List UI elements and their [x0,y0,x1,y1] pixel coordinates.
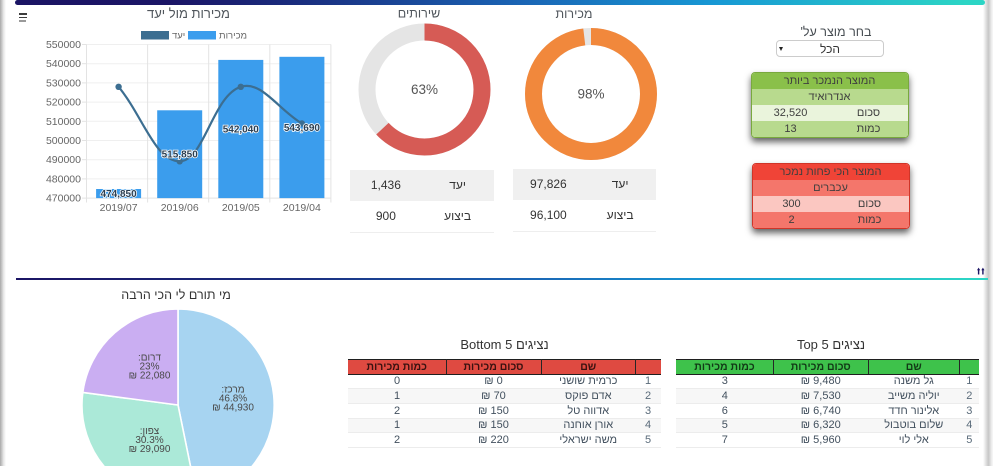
svg-text:530000: 530000 [46,77,81,89]
svg-text:490000: 490000 [46,154,81,166]
svg-text:מכירות: מכירות [219,31,247,42]
svg-text:520000: 520000 [46,97,81,109]
svg-text:2019/05: 2019/05 [222,202,260,214]
svg-text:₪ 29,090: ₪ 29,090 [129,444,171,455]
svg-text:474,850: 474,850 [101,189,138,200]
svg-text:2019/04: 2019/04 [283,202,321,214]
svg-text:2019/07: 2019/07 [100,202,138,214]
svg-text:542,040: 542,040 [223,125,260,136]
svg-text:₪ 44,930: ₪ 44,930 [212,403,254,414]
svg-text:שירותים: שירותים [398,7,440,21]
svg-text:550000: 550000 [46,39,81,51]
svg-text:23%: 23% [139,362,159,373]
svg-text:515,850: 515,850 [162,150,199,161]
svg-text:543,690: 543,690 [284,123,321,134]
svg-text::מרכז: :מרכז [221,385,244,396]
svg-text:540000: 540000 [46,58,81,70]
svg-text:30.3%: 30.3% [135,435,163,446]
svg-text:יעד: יעד [172,31,185,42]
svg-text::צפון: :צפון [140,426,160,437]
svg-text:63%: 63% [411,82,438,97]
svg-text::דרום: :דרום [138,353,162,364]
svg-text:₪ 22,080: ₪ 22,080 [129,371,171,382]
svg-text:510000: 510000 [46,116,81,128]
svg-text:98%: 98% [577,87,604,102]
svg-text:46.8%: 46.8% [219,394,247,405]
svg-text:מכירות: מכירות [556,7,593,21]
svg-text:מכירות מול יעד: מכירות מול יעד [147,6,230,21]
svg-text:470000: 470000 [46,193,81,205]
svg-text:2019/06: 2019/06 [161,202,199,214]
svg-text:480000: 480000 [46,173,81,185]
svg-text:500000: 500000 [46,135,81,147]
